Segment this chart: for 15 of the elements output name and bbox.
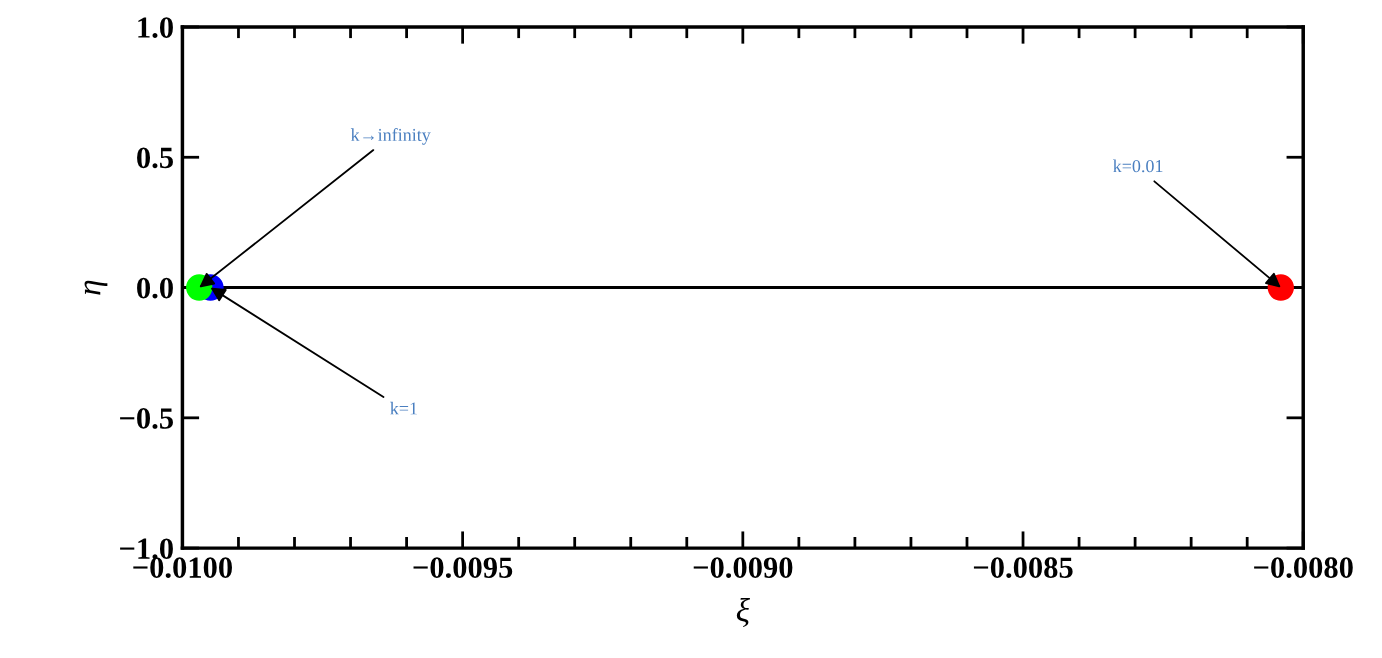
annotation: k→infinity: [350, 128, 431, 145]
annotation: k=0.01: [1113, 159, 1163, 173]
annotation: k=1: [390, 401, 417, 415]
y-axis-title: η: [84, 280, 108, 295]
x-tick-label: −0.0080: [1254, 557, 1353, 579]
y-tick-label: 0.0: [137, 277, 173, 299]
y-tick-label: −0.5: [120, 408, 173, 429]
x-tick-label: −0.0095: [413, 557, 513, 579]
y-tick-label: 1.0: [138, 17, 173, 39]
x-tick-label: −0.0085: [973, 557, 1073, 579]
x-tick-label: −0.0100: [133, 557, 232, 579]
x-axis-title: ξ: [736, 597, 750, 628]
y-tick-label: 0.5: [137, 147, 173, 169]
y-tick-label: −1.0: [120, 538, 173, 560]
x-tick-label: −0.0090: [693, 557, 793, 579]
